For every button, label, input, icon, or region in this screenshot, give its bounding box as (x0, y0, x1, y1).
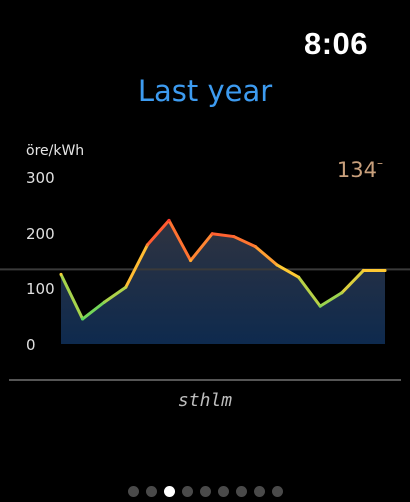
page-dot[interactable] (271, 486, 283, 497)
price-point (167, 218, 171, 222)
price-point (189, 259, 193, 262)
page-dot[interactable] (253, 486, 265, 497)
page-title: Last year (137, 74, 273, 108)
price-point (275, 263, 279, 267)
price-point (361, 269, 365, 273)
price-point (340, 291, 344, 295)
page-dot[interactable] (127, 486, 139, 497)
page-dot[interactable] (235, 486, 247, 497)
y-tick-label: 300 (26, 169, 55, 187)
price-point (59, 272, 63, 276)
price-line-segment (210, 232, 236, 239)
price-point (297, 275, 301, 279)
price-chart (0, 218, 410, 344)
status-clock: 8:06 (303, 26, 368, 61)
current-price-readout: 134– (336, 156, 383, 182)
page-indicator[interactable] (0, 486, 410, 497)
price-line-segment (167, 218, 193, 262)
region-label[interactable]: sthlm (177, 390, 233, 411)
y-tick-label: 200 (26, 225, 55, 243)
current-price-marker: – (377, 156, 383, 170)
price-line-segment (253, 245, 279, 267)
price-point (383, 269, 387, 273)
current-price-value: 134 (336, 158, 377, 182)
page-dot[interactable] (145, 486, 157, 497)
price-point (253, 245, 257, 249)
price-line-segment (189, 232, 214, 262)
price-area (61, 220, 385, 344)
price-point (232, 235, 236, 239)
price-point (124, 285, 128, 289)
price-line-segment (81, 300, 106, 321)
price-line-segment (232, 235, 257, 249)
page-dot[interactable] (217, 486, 229, 497)
page-dot[interactable] (199, 486, 211, 497)
price-point (81, 317, 85, 321)
price-line-segment (275, 263, 301, 279)
price-line-segment (340, 269, 365, 295)
y-tick-label: 0 (26, 336, 36, 354)
price-point (210, 232, 214, 236)
price-line-segment (124, 243, 149, 289)
page-dot[interactable] (181, 486, 193, 497)
price-line-segment (102, 285, 128, 304)
price-line-segment (59, 272, 85, 321)
y-axis-unit-label: öre/kWh (26, 143, 85, 159)
price-line-segment (318, 291, 344, 308)
y-tick-label: 100 (26, 280, 55, 298)
divider (9, 379, 401, 381)
page-dot-active[interactable] (163, 486, 175, 497)
price-line-segment (297, 275, 322, 308)
price-point (318, 304, 322, 308)
price-point (102, 300, 106, 304)
price-line-segment (145, 218, 171, 247)
price-point (145, 243, 149, 247)
